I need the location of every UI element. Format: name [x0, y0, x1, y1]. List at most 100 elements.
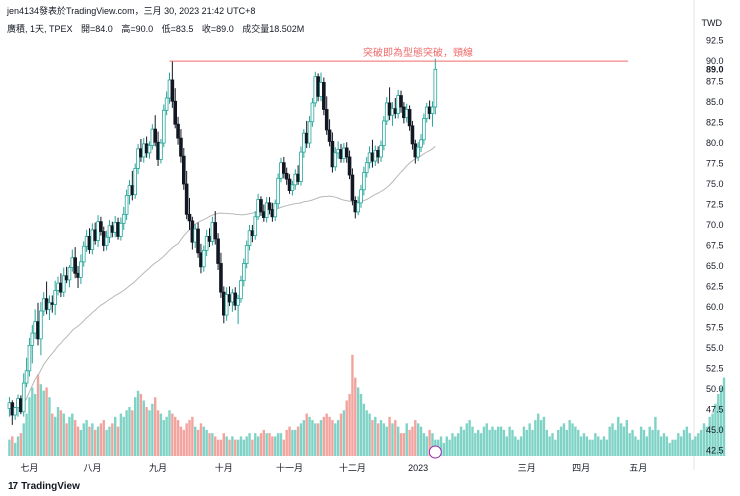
- volume-bar: [111, 423, 114, 456]
- volume-bar: [411, 426, 414, 456]
- volume-bar: [88, 426, 91, 456]
- volume-bar: [568, 420, 571, 456]
- low-value: 低=83.5: [161, 24, 194, 34]
- volume-bar: [525, 429, 528, 456]
- candle-body: [216, 238, 220, 264]
- volume-bar: [491, 426, 494, 456]
- candle-body: [347, 156, 352, 176]
- volume-bar: [611, 423, 614, 456]
- candle-body: [207, 236, 212, 242]
- volume-bar: [62, 413, 65, 456]
- candle-body: [93, 229, 97, 241]
- date-tick-label: 七月: [20, 463, 38, 473]
- candle-body: [170, 79, 175, 102]
- volume-bar: [637, 439, 640, 456]
- candle-body: [299, 151, 303, 182]
- volume-bar: [159, 413, 163, 456]
- candle-body: [244, 245, 249, 264]
- candle-body: [402, 106, 406, 119]
- candle-body: [147, 145, 152, 154]
- volume-bar: [79, 429, 83, 456]
- candle-body: [276, 177, 280, 205]
- candle-body: [84, 236, 89, 247]
- volume-bar: [408, 429, 411, 456]
- candle-body: [390, 108, 395, 116]
- volume-bar: [19, 433, 23, 456]
- volume-bar: [356, 387, 360, 456]
- volume-bar: [697, 433, 700, 456]
- volume-bar: [102, 420, 105, 456]
- volume-bar: [671, 439, 674, 456]
- candle-body: [333, 152, 338, 168]
- volume-bar: [722, 377, 726, 456]
- candle-body: [173, 100, 178, 125]
- candle-body: [79, 261, 83, 278]
- volume-bar: [414, 420, 417, 456]
- volume-bar: [531, 429, 534, 456]
- volume-bar: [319, 420, 323, 456]
- volume-bar: [331, 420, 334, 456]
- volume-bar: [351, 354, 354, 456]
- volume-bar: [422, 433, 426, 456]
- candle-body: [124, 195, 129, 215]
- volume-bar: [702, 423, 706, 456]
- volume-bar: [634, 436, 637, 456]
- volume-bar: [299, 423, 303, 456]
- price-tick-label: 52.5: [706, 363, 724, 373]
- volume-bar: [205, 429, 208, 456]
- volume-bar: [154, 397, 157, 456]
- volume-bar: [282, 439, 286, 456]
- volume-bar: [625, 420, 629, 456]
- ohlc-legend: 廣積, 1天, TPEX 開=84.0 高=90.0 低=83.5 收=89.0…: [7, 22, 304, 35]
- volume-bar: [262, 429, 266, 456]
- price-tick-label: 82.5: [706, 118, 724, 128]
- candle-body: [433, 68, 438, 108]
- volume-bar: [442, 442, 446, 456]
- volume-bar: [659, 436, 663, 456]
- volume-bar: [416, 423, 420, 456]
- volume-bar: [705, 426, 709, 456]
- volume-bar: [545, 429, 548, 456]
- candle-body: [56, 282, 60, 291]
- volume-bar: [551, 433, 554, 456]
- volume-bar: [185, 423, 188, 456]
- candle-body: [176, 123, 180, 139]
- candle-body: [73, 257, 77, 274]
- candle-body: [96, 221, 100, 241]
- tradingview-footer[interactable]: 17 TradingView: [8, 481, 80, 492]
- candle-body: [382, 120, 386, 146]
- candle-body: [39, 310, 43, 340]
- volume-bar: [16, 436, 20, 456]
- volume-bar: [131, 410, 134, 456]
- volume-bar: [459, 426, 463, 456]
- volume-bar: [96, 426, 100, 456]
- volume-bar: [296, 426, 300, 456]
- volume-bar: [419, 426, 423, 456]
- candle-body: [419, 139, 423, 148]
- volume-bar: [642, 429, 646, 456]
- price-tick-label: 87.5: [706, 77, 724, 87]
- candle-body: [159, 142, 163, 160]
- candle-body: [196, 228, 200, 254]
- candle-body: [416, 146, 420, 158]
- candle-body: [127, 185, 132, 196]
- candle-body: [141, 143, 146, 158]
- volume-bar: [622, 426, 626, 456]
- volume-bar: [579, 436, 583, 456]
- candle-body: [113, 222, 117, 233]
- volume-bar: [239, 436, 243, 456]
- volume-bar: [354, 377, 357, 456]
- volume-bar: [479, 433, 483, 456]
- candle-body: [310, 102, 315, 123]
- volume-bar: [708, 416, 711, 456]
- volume-bar: [199, 423, 203, 456]
- price-tick-label: 70.0: [706, 220, 724, 230]
- volume-bar: [514, 436, 517, 456]
- brand-label: TradingView: [21, 481, 80, 492]
- candle-body: [16, 398, 20, 409]
- candle-body: [239, 280, 243, 300]
- volume-bar: [571, 423, 574, 456]
- volume-bar: [151, 403, 154, 456]
- publisher-line: jen4134發表於TradingView.com，三月 30, 2023 21…: [7, 4, 255, 17]
